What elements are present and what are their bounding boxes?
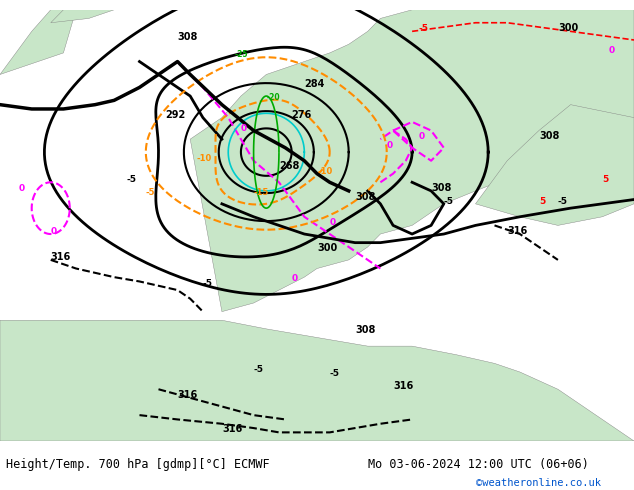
Text: 0: 0 <box>330 219 336 227</box>
Text: -5: -5 <box>203 279 213 288</box>
Text: -5: -5 <box>330 369 340 378</box>
Text: 300: 300 <box>558 24 578 33</box>
Text: -5: -5 <box>444 197 454 206</box>
Text: 316: 316 <box>222 424 242 434</box>
Text: -10: -10 <box>197 154 212 163</box>
Text: 276: 276 <box>292 110 312 120</box>
Text: ©weatheronline.co.uk: ©weatheronline.co.uk <box>476 478 600 488</box>
Text: 308: 308 <box>178 32 198 42</box>
Text: Mo 03-06-2024 12:00 UTC (06+06): Mo 03-06-2024 12:00 UTC (06+06) <box>368 458 588 471</box>
Text: -15: -15 <box>254 188 269 197</box>
Text: 268: 268 <box>279 161 299 172</box>
Text: 0: 0 <box>241 123 247 132</box>
Text: 0: 0 <box>19 184 25 193</box>
Text: -25: -25 <box>235 50 248 59</box>
Text: 284: 284 <box>304 79 325 89</box>
Text: 300: 300 <box>317 243 337 253</box>
Polygon shape <box>0 320 634 441</box>
Text: 316: 316 <box>51 252 71 262</box>
Text: 308: 308 <box>355 325 375 335</box>
Text: 308: 308 <box>355 192 375 201</box>
Text: -5: -5 <box>127 175 137 184</box>
Text: -5: -5 <box>146 188 155 197</box>
Text: 316: 316 <box>178 390 198 400</box>
Text: 292: 292 <box>165 110 185 120</box>
Text: -5: -5 <box>558 197 568 206</box>
Text: 0: 0 <box>51 227 57 236</box>
Text: -10: -10 <box>317 167 332 175</box>
Text: 0: 0 <box>418 132 425 141</box>
Text: 0: 0 <box>292 274 298 283</box>
Text: Height/Temp. 700 hPa [gdmp][°C] ECMWF: Height/Temp. 700 hPa [gdmp][°C] ECMWF <box>6 458 270 471</box>
Polygon shape <box>476 105 634 225</box>
Polygon shape <box>0 10 76 74</box>
Polygon shape <box>190 10 634 312</box>
Text: 316: 316 <box>393 381 413 391</box>
Text: 308: 308 <box>539 131 559 141</box>
Text: 5: 5 <box>539 197 545 206</box>
Text: 0: 0 <box>609 46 615 55</box>
Text: 308: 308 <box>431 183 451 193</box>
Text: -5: -5 <box>418 24 429 33</box>
Polygon shape <box>51 10 114 23</box>
Text: 5: 5 <box>602 175 609 184</box>
Text: 0: 0 <box>387 141 393 150</box>
Text: 316: 316 <box>507 226 527 236</box>
Text: -5: -5 <box>254 365 264 374</box>
Text: -20: -20 <box>266 94 280 102</box>
